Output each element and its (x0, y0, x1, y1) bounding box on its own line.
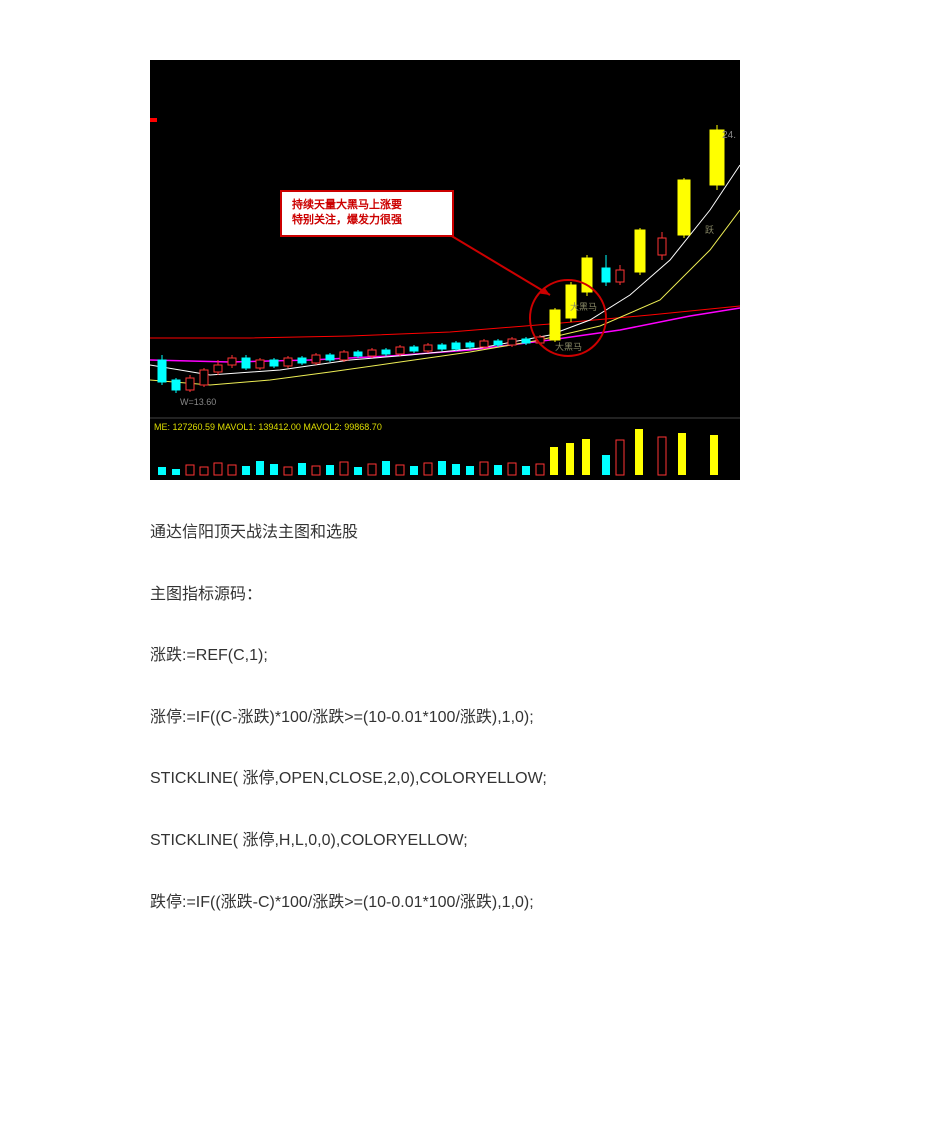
svg-text:大黑马: 大黑马 (570, 301, 597, 312)
volume-info-text: ME: 127260.59 MAVOL1: 139412.00 MAVOL2: … (154, 422, 382, 432)
article-title: 通达信阳顶天战法主图和选股 (150, 520, 795, 546)
document-page: 大黑马大黑马跃W=13.60 持续天量大黑马上涨要 特别关注，爆发力很强 24.… (0, 0, 945, 1011)
chart-svg: 大黑马大黑马跃W=13.60 (150, 60, 740, 480)
chart-annotation-box: 持续天量大黑马上涨要 特别关注，爆发力很强 (280, 190, 454, 237)
code-line: 涨停:=IF((C-涨跌)*100/涨跌>=(10-0.01*100/涨跌),1… (150, 705, 795, 731)
code-line: 涨跌:=REF(C,1); (150, 643, 795, 669)
stock-chart: 大黑马大黑马跃W=13.60 持续天量大黑马上涨要 特别关注，爆发力很强 24.… (150, 60, 740, 480)
code-section-header: 主图指标源码： (150, 582, 795, 608)
svg-text:跃: 跃 (705, 225, 714, 235)
code-line: STICKLINE( 涨停,H,L,0,0),COLORYELLOW; (150, 828, 795, 854)
article-body: 通达信阳顶天战法主图和选股 主图指标源码： 涨跌:=REF(C,1); 涨停:=… (150, 520, 795, 915)
code-line: 跌停:=IF((涨跌-C)*100/涨跌>=(10-0.01*100/涨跌),1… (150, 890, 795, 916)
annotation-line2: 特别关注，爆发力很强 (292, 214, 402, 226)
svg-text:W=13.60: W=13.60 (180, 397, 216, 407)
svg-text:大黑马: 大黑马 (555, 341, 582, 352)
annotation-line1: 持续天量大黑马上涨要 (292, 199, 402, 211)
y-axis-label: 24. (722, 130, 736, 141)
code-line: STICKLINE( 涨停,OPEN,CLOSE,2,0),COLORYELLO… (150, 766, 795, 792)
